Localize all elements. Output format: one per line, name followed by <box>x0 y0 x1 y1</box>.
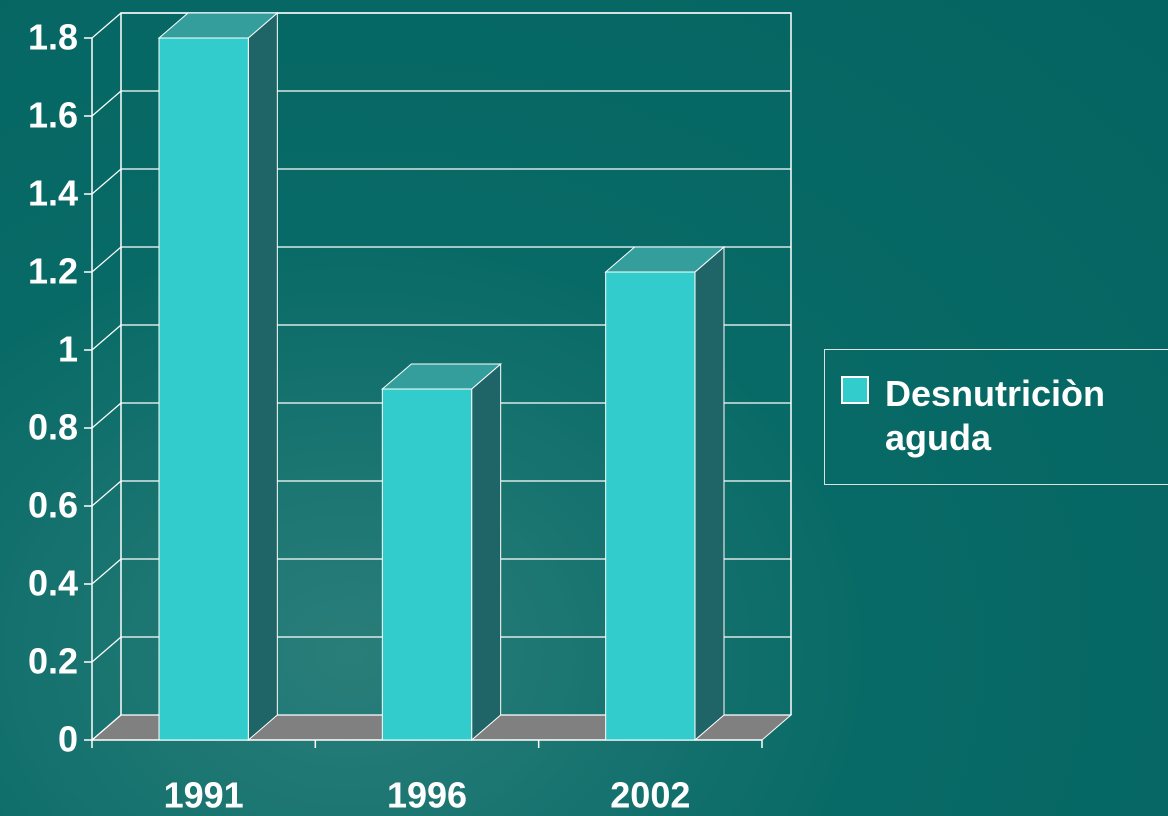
x-tick-label: 1996 <box>387 775 467 816</box>
grid-line <box>91 714 122 741</box>
y-tick-label: 1.6 <box>28 95 78 136</box>
y-tick-label: 0 <box>58 719 78 760</box>
y-tick-label: 1.4 <box>28 173 78 214</box>
bar <box>605 271 696 741</box>
grid-line <box>91 558 122 585</box>
y-tick-label: 1.2 <box>28 251 78 292</box>
y-tick-label: 0.2 <box>28 641 78 682</box>
bar-side <box>247 11 278 742</box>
grid-line <box>91 402 122 429</box>
bar <box>381 388 473 741</box>
grid-line <box>91 246 122 273</box>
bar-side <box>694 245 725 742</box>
y-tick-label: 1 <box>58 329 78 370</box>
y-tick-label: 0.4 <box>28 563 78 604</box>
grid-line <box>91 12 122 39</box>
y-tick-label: 1.8 <box>28 17 78 58</box>
y-tick-label: 0.6 <box>28 485 78 526</box>
legend-label: Desnutriciòn aguda <box>885 373 1106 458</box>
y-tick-label: 0.8 <box>28 407 78 448</box>
grid-line <box>91 636 122 663</box>
grid-line <box>91 480 122 507</box>
x-tick-label: 2002 <box>610 775 690 816</box>
bar <box>158 37 249 741</box>
bar-side <box>471 362 502 742</box>
grid-line <box>91 90 122 117</box>
x-tick-label: 1991 <box>164 775 244 816</box>
legend: Desnutriciòn aguda <box>824 349 1168 485</box>
grid-line <box>91 168 122 195</box>
legend-swatch <box>841 376 869 404</box>
grid-line <box>91 324 122 351</box>
